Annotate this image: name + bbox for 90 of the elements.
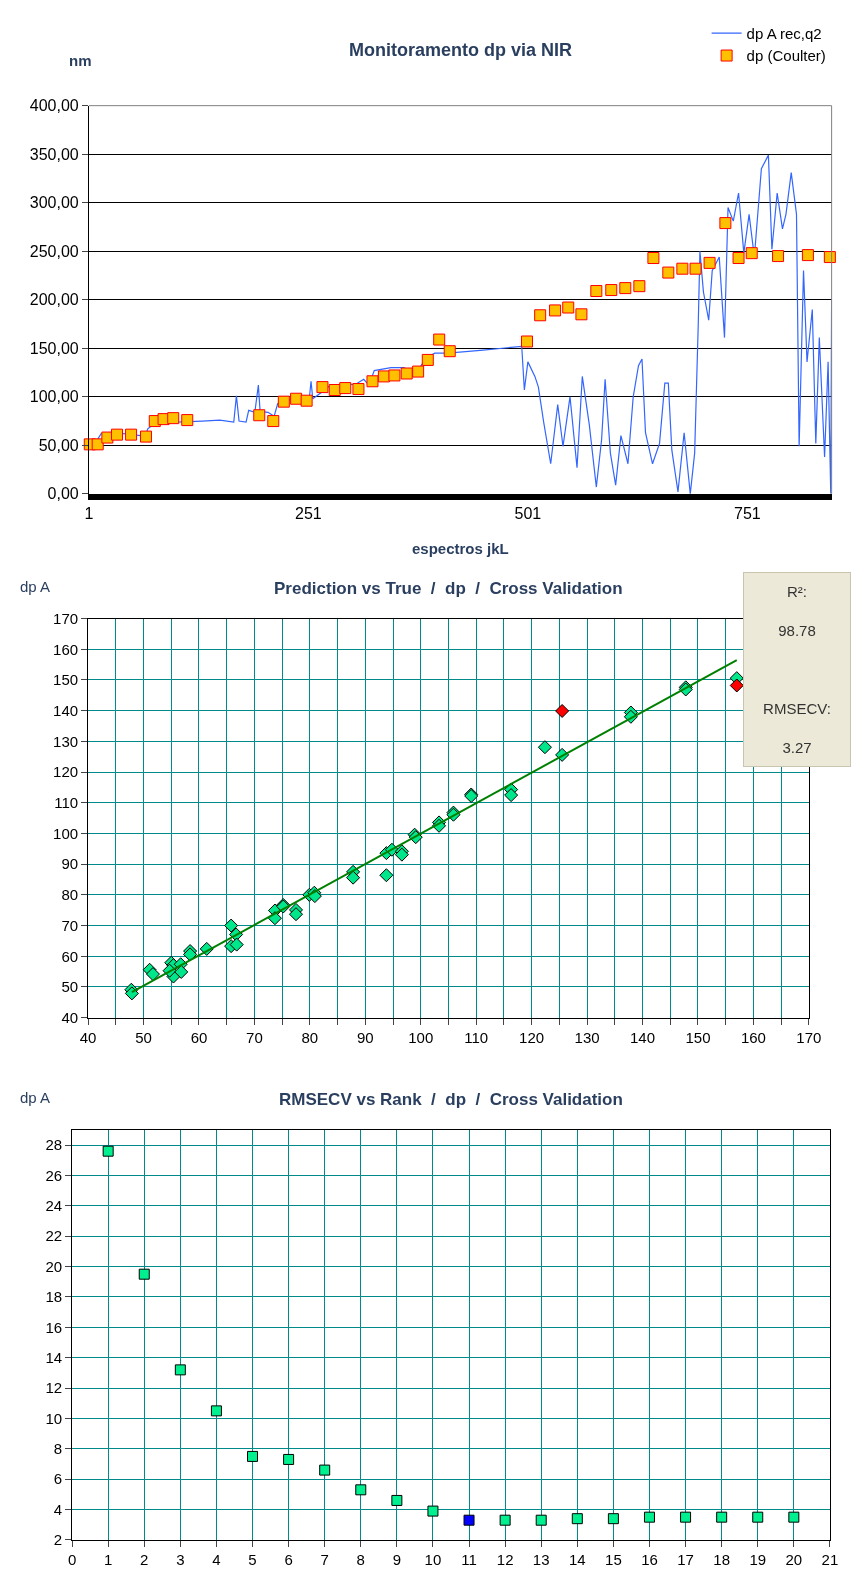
x-tick-label: 60	[190, 1028, 208, 1046]
y-tick-label: 10	[45, 1409, 63, 1427]
y-tick-label: 22	[45, 1227, 63, 1245]
y-axis-title: dp A	[20, 1089, 51, 1106]
x-tick-label: 40	[79, 1028, 97, 1046]
x-tick-label: 50	[135, 1028, 152, 1046]
x-tick-label: 13	[532, 1550, 550, 1568]
y-tick-label: 160	[53, 640, 79, 658]
y-tick-label: 70	[61, 916, 79, 934]
x-tick-label: 17	[677, 1550, 694, 1568]
y-tick-label: 150,00	[29, 339, 79, 357]
y-tick-label: 40	[61, 1008, 79, 1026]
y-tick-label: 16	[45, 1318, 63, 1336]
x-tick-label: 130	[574, 1028, 600, 1046]
x-tick-label: 21	[821, 1550, 839, 1568]
y-tick-label: 170	[53, 609, 79, 627]
annotation: 98.78	[778, 622, 816, 639]
y-tick-label: 4	[53, 1500, 63, 1518]
x-tick-label: 10	[424, 1550, 442, 1568]
legend-label: dp (Coulter)	[746, 47, 826, 65]
y-axis-title: dp A	[20, 578, 51, 595]
x-tick-label: 7	[320, 1550, 329, 1568]
y-tick-label: 6	[53, 1470, 63, 1488]
x-tick-label: 80	[301, 1028, 319, 1046]
y-tick-label: 28	[45, 1136, 63, 1154]
y-tick-label: 18	[45, 1288, 63, 1306]
x-tick-label: 12	[496, 1550, 514, 1568]
x-tick-label: 90	[356, 1028, 374, 1046]
chart-title: Monitoramento dp via NIR	[349, 40, 573, 60]
y-tick-label: 8	[53, 1440, 63, 1458]
y-tick-label: 130	[53, 732, 79, 750]
y-tick-label: 100,00	[29, 388, 79, 406]
x-tick-label: 1	[103, 1550, 113, 1568]
annotation: 3.27	[782, 739, 812, 756]
x-tick-label: 16	[641, 1550, 658, 1568]
x-tick-label: 5	[248, 1550, 257, 1568]
x-tick-label: 2	[140, 1550, 149, 1568]
y-tick-label: 150	[53, 671, 79, 689]
y-tick-label: 300,00	[29, 194, 79, 212]
y-tick-label: 50,00	[38, 436, 79, 454]
legend-label: dp A rec,q2	[746, 24, 822, 42]
x-tick-label: 14	[568, 1550, 586, 1568]
y-tick-label: 120	[53, 763, 79, 781]
x-tick-label: 0	[67, 1550, 77, 1568]
x-tick-label: 9	[392, 1550, 402, 1568]
y-tick-label: 50	[61, 978, 79, 996]
x-tick-label: 751	[733, 505, 761, 523]
x-tick-label: 3	[176, 1550, 185, 1568]
x-axis-title: espectros jkL	[412, 540, 509, 557]
y-tick-label: 60	[61, 947, 79, 965]
y-tick-label: 14	[45, 1348, 63, 1366]
x-tick-label: 170	[796, 1028, 822, 1046]
y-tick-label: 2	[53, 1531, 63, 1549]
text: R²:	[787, 583, 807, 600]
x-tick-label: 501	[514, 505, 542, 523]
x-tick-label: 1	[84, 505, 94, 523]
y-tick-label: 90	[61, 855, 79, 873]
x-tick-label: 100	[408, 1028, 434, 1046]
x-tick-label: 4	[212, 1550, 221, 1568]
chart-title: RMSECV vs Rank / dp / Cross Validation	[279, 1090, 623, 1109]
x-tick-label: 140	[630, 1028, 656, 1046]
x-tick-label: 18	[713, 1550, 730, 1568]
y-tick-label: 140	[53, 701, 79, 719]
x-tick-label: 6	[284, 1550, 293, 1568]
y-tick-label: 20	[45, 1257, 63, 1275]
x-tick-label: 160	[740, 1028, 766, 1046]
y-tick-label: 12	[45, 1379, 63, 1397]
x-tick-label: 150	[685, 1028, 711, 1046]
chart-title: Prediction vs True / dp / Cross Validation	[274, 579, 623, 598]
x-tick-label: 11	[461, 1550, 477, 1568]
y-tick-label: 80	[61, 886, 79, 904]
x-tick-label: 20	[785, 1550, 803, 1568]
x-tick-label: 251	[295, 505, 322, 523]
x-tick-label: 120	[519, 1028, 545, 1046]
y-tick-label: 250,00	[29, 242, 79, 260]
y-tick-label: 350,00	[29, 145, 79, 163]
annotation: RMSECV:	[763, 700, 831, 717]
y-tick-label: 200,00	[29, 291, 79, 309]
y-tick-label: 0,00	[47, 485, 79, 503]
y-axis-title: nm	[69, 52, 92, 69]
y-tick-label: 400,00	[29, 97, 79, 115]
x-tick-label: 19	[749, 1550, 767, 1568]
x-tick-label: 15	[605, 1550, 622, 1568]
y-tick-label: 26	[45, 1166, 63, 1184]
y-tick-label: 100	[53, 824, 79, 842]
y-tick-label: 110	[54, 794, 79, 812]
y-tick-label: 24	[45, 1197, 63, 1215]
x-tick-label: 8	[356, 1550, 365, 1568]
x-tick-label: 70	[246, 1028, 263, 1046]
x-tick-label: 110	[464, 1028, 489, 1046]
